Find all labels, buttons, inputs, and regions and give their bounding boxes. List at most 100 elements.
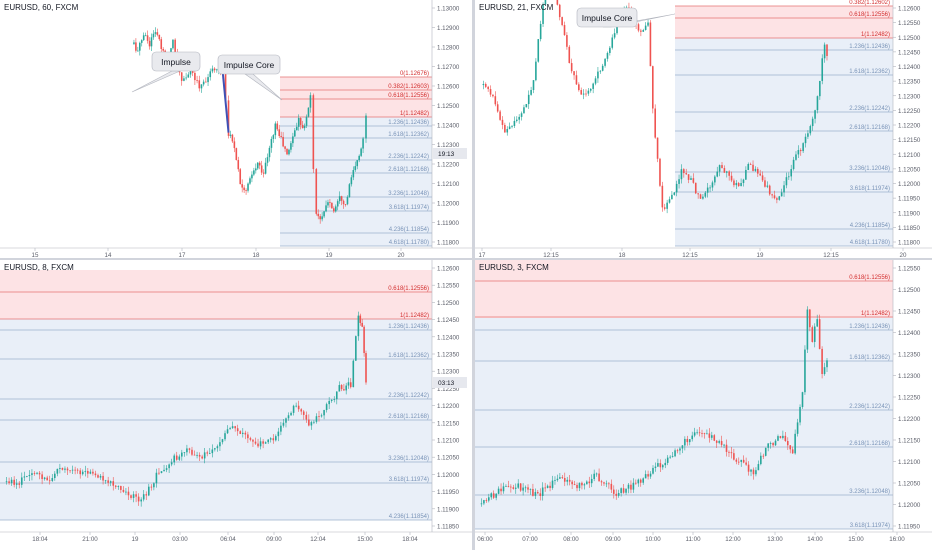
price-tick-label: 1.12100 bbox=[437, 438, 460, 445]
candle-body bbox=[530, 90, 532, 95]
chart-pane-4[interactable]: 0.618(1.12556) 1(1.12482) 1.236(1.12436) 1.… bbox=[475, 260, 932, 550]
chart-pane-3[interactable]: 0.618(1.12556) 1(1.12482) 1.236(1.12436) 1.… bbox=[0, 260, 472, 550]
price-tick-label: 1.11950 bbox=[437, 489, 459, 496]
candle-body bbox=[499, 111, 501, 120]
candle-body bbox=[582, 93, 585, 95]
candle-body bbox=[237, 160, 240, 170]
price-tick-label: 1.12150 bbox=[898, 137, 921, 144]
candle-body bbox=[275, 436, 277, 441]
candle-body bbox=[796, 422, 799, 434]
candle-body bbox=[120, 486, 122, 490]
candle-body bbox=[527, 94, 530, 105]
candle-body bbox=[675, 183, 678, 193]
pane-divider-vertical[interactable] bbox=[472, 0, 475, 550]
candle-body bbox=[269, 438, 272, 440]
candle-body bbox=[723, 444, 725, 446]
fib-extension-zone bbox=[675, 38, 893, 246]
candle-body bbox=[639, 479, 642, 483]
candle-body bbox=[718, 165, 721, 172]
fib-level-label: 1.236(1.12436) bbox=[849, 324, 890, 330]
candle-body bbox=[742, 179, 745, 184]
candle-body bbox=[327, 202, 329, 206]
candle-body bbox=[310, 422, 313, 426]
candle-body bbox=[206, 452, 209, 454]
candle-body bbox=[826, 360, 828, 368]
chart-pane-2[interactable]: 0.382(1.12602) 0.618(1.12556) 1(1.12482) 1.… bbox=[475, 0, 932, 258]
candle-body bbox=[362, 138, 364, 149]
candle-body bbox=[534, 492, 537, 496]
candle-body bbox=[809, 309, 811, 328]
candle-body bbox=[759, 173, 761, 176]
candle-body bbox=[661, 185, 664, 208]
candle-body bbox=[219, 442, 221, 447]
candle-body bbox=[174, 39, 176, 54]
price-tick-label: 1.12100 bbox=[898, 152, 921, 159]
candle-body bbox=[201, 456, 203, 459]
price-tick-label: 1.11900 bbox=[437, 506, 459, 513]
candle-body bbox=[38, 472, 41, 475]
candle-body bbox=[664, 462, 667, 466]
candle-body bbox=[826, 44, 828, 56]
candle-body bbox=[482, 83, 485, 86]
candle-body bbox=[706, 187, 709, 193]
time-tick-label: 15 bbox=[32, 252, 39, 258]
candle-body bbox=[20, 477, 23, 485]
candle-body bbox=[280, 136, 282, 137]
candle-body bbox=[544, 487, 546, 489]
candle-body bbox=[703, 433, 706, 435]
candle-body bbox=[799, 406, 801, 423]
candle-body bbox=[15, 483, 18, 485]
candle-body bbox=[244, 432, 247, 435]
price-tick-label: 1.12550 bbox=[898, 266, 921, 273]
candle-body bbox=[185, 77, 187, 79]
pane-divider-horizontal[interactable] bbox=[0, 258, 932, 260]
candle-body bbox=[363, 326, 365, 354]
fib-level-label: 3.618(1.11974) bbox=[389, 477, 429, 483]
time-tick-label: 12:00 bbox=[725, 536, 741, 543]
fib-level-label: 0.618(1.12556) bbox=[388, 93, 429, 99]
candle-body bbox=[241, 432, 244, 434]
candle-body bbox=[686, 438, 689, 443]
candle-body bbox=[284, 146, 286, 149]
candle-body bbox=[59, 467, 61, 469]
fib-level-label: 2.618(1.12168) bbox=[388, 167, 429, 173]
candle-body bbox=[784, 435, 787, 442]
fib-level-label: 4.236(1.11854) bbox=[389, 514, 429, 520]
impulse-leg bbox=[221, 71, 230, 133]
candle-body bbox=[612, 489, 615, 494]
candle-body bbox=[54, 473, 56, 479]
candle-body bbox=[117, 486, 120, 487]
time-tick-label: 18 bbox=[619, 252, 626, 258]
candle-body bbox=[490, 493, 493, 498]
candle-body bbox=[588, 481, 591, 484]
candle-body bbox=[529, 488, 532, 490]
price-tick-label: 1.12600 bbox=[898, 6, 921, 13]
candle-body bbox=[576, 484, 578, 489]
candle-body bbox=[122, 489, 125, 492]
price-tick-label: 1.12450 bbox=[898, 309, 921, 316]
candle-body bbox=[272, 135, 275, 139]
candle-body bbox=[221, 439, 224, 443]
candle-body bbox=[305, 116, 308, 126]
candle-body bbox=[518, 116, 520, 120]
candle-body bbox=[142, 494, 145, 500]
candle-body bbox=[571, 481, 573, 485]
candle-body bbox=[361, 322, 363, 327]
candle-body bbox=[74, 469, 76, 471]
candle-body bbox=[5, 481, 8, 483]
candle-body bbox=[561, 477, 564, 479]
price-tick-label: 1.12200 bbox=[437, 162, 460, 169]
candle-body bbox=[788, 176, 790, 178]
candle-body bbox=[581, 482, 583, 486]
candle-body bbox=[61, 467, 64, 470]
candle-body bbox=[733, 180, 735, 186]
candle-body bbox=[309, 95, 312, 108]
fib-level-label: 3.236(1.12048) bbox=[849, 166, 890, 172]
chart-pane-1[interactable]: 0(1.12676) 0.382(1.12603) 0.618(1.12556) 1(… bbox=[0, 0, 472, 258]
candle-body bbox=[140, 499, 142, 502]
current-price-time: 03:13 bbox=[438, 380, 455, 387]
candle-body bbox=[154, 32, 157, 34]
candle-body bbox=[635, 482, 637, 484]
candle-body bbox=[605, 483, 608, 485]
candle-body bbox=[554, 480, 556, 481]
